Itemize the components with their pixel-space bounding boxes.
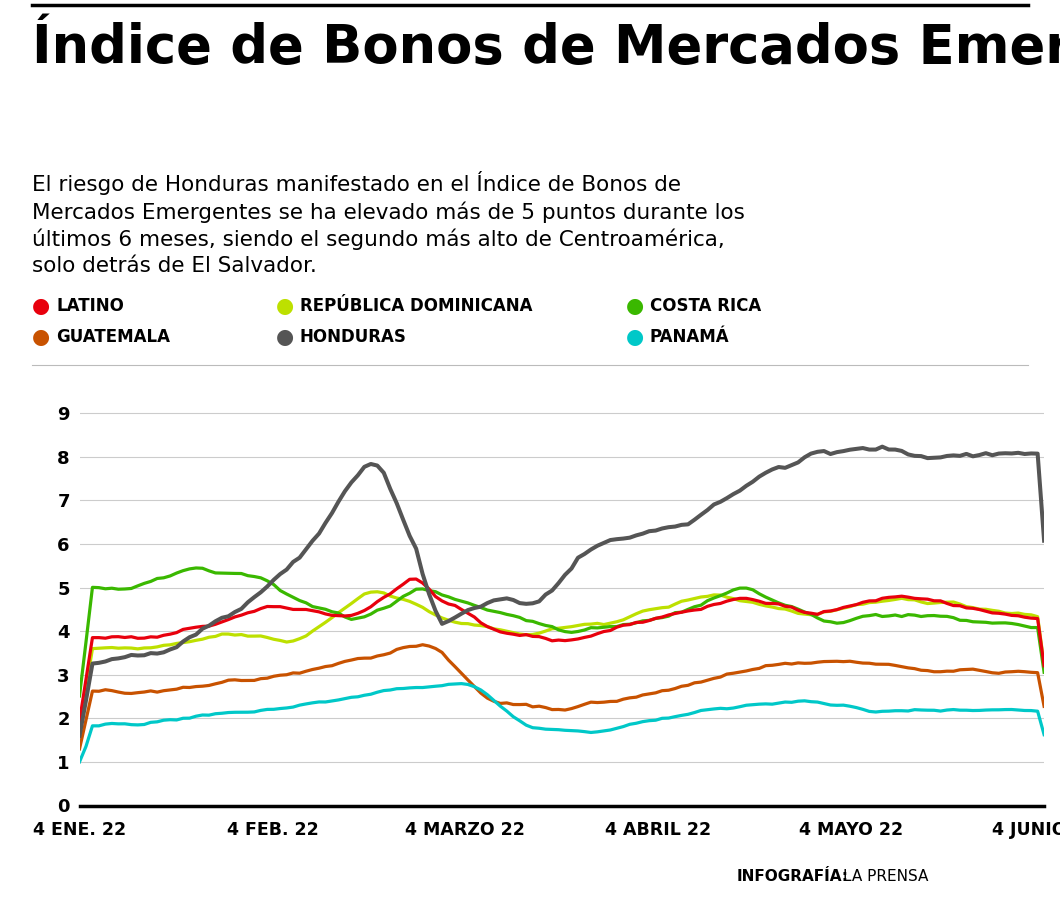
Text: ●: ● [625, 296, 643, 316]
Text: El riesgo de Honduras manifestado en el Índice de Bonos de
Mercados Emergentes s: El riesgo de Honduras manifestado en el … [32, 171, 745, 275]
Text: COSTA RICA: COSTA RICA [650, 297, 761, 315]
Text: REPÚBLICA DOMINICANA: REPÚBLICA DOMINICANA [300, 297, 532, 315]
Text: PANAMÁ: PANAMÁ [650, 328, 729, 346]
Text: ●: ● [32, 328, 50, 347]
Text: Índice de Bonos de Mercados Emergentes: Índice de Bonos de Mercados Emergentes [32, 14, 1060, 74]
Text: ●: ● [625, 328, 643, 347]
Text: HONDURAS: HONDURAS [300, 328, 407, 346]
Text: ●: ● [276, 328, 294, 347]
Text: LA PRENSA: LA PRENSA [843, 868, 929, 884]
Text: LATINO: LATINO [56, 297, 124, 315]
Text: ●: ● [276, 296, 294, 316]
Text: GUATEMALA: GUATEMALA [56, 328, 171, 346]
Text: ●: ● [32, 296, 50, 316]
Text: INFOGRAFÍA:: INFOGRAFÍA: [737, 868, 849, 884]
